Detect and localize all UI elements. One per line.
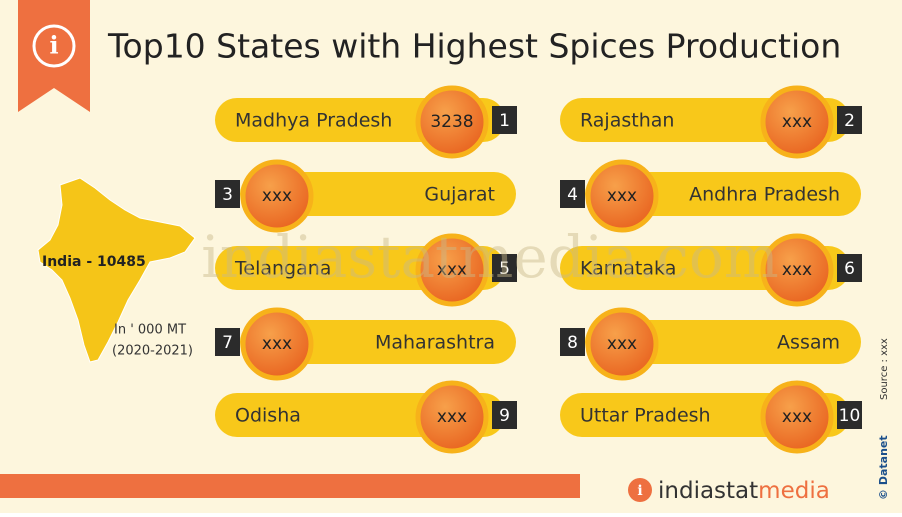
unit: In ' 000 MT	[114, 323, 186, 338]
value-ball	[415, 233, 489, 307]
state-value: 3238	[430, 112, 473, 132]
title: Top10 States with Highest Spices Product…	[107, 27, 841, 66]
india-total: India - 10485	[42, 254, 146, 270]
rank-box	[215, 328, 240, 356]
state-value: xxx	[437, 407, 467, 427]
state-value: xxx	[437, 260, 467, 280]
state-value: xxx	[607, 334, 637, 354]
state-value: xxx	[782, 260, 812, 280]
rank-box	[837, 106, 862, 134]
value-ball	[760, 85, 834, 159]
rank: 3	[222, 185, 233, 205]
brand-accent: media	[758, 478, 830, 504]
state-name: Gujarat	[424, 184, 495, 206]
state-name: Karnataka	[580, 258, 676, 280]
watermark: indiastatmedia.com	[201, 223, 779, 291]
rank-box	[560, 180, 585, 208]
rank: 5	[499, 259, 510, 279]
rank: 9	[499, 406, 510, 426]
rank: 2	[844, 111, 855, 131]
rank-box	[837, 401, 862, 429]
info-icon	[32, 24, 76, 68]
source: Source : xxx	[879, 338, 890, 400]
rank-box	[215, 180, 240, 208]
value-ball	[415, 85, 489, 159]
state-name: Odisha	[235, 405, 301, 427]
india-map	[37, 177, 196, 363]
state-name: Maharashtra	[375, 332, 495, 354]
rank-box	[492, 254, 517, 282]
footer-bar	[0, 474, 580, 498]
state-value: xxx	[262, 334, 292, 354]
state-name: Assam	[777, 332, 840, 354]
rank: 4	[567, 185, 578, 205]
value-ball	[585, 307, 659, 381]
period: (2020-2021)	[112, 344, 193, 359]
value-ball	[415, 380, 489, 454]
rank-box	[560, 328, 585, 356]
value-ball	[240, 159, 314, 233]
value-ball	[585, 159, 659, 233]
state-name: Rajasthan	[580, 110, 674, 132]
state-value: xxx	[782, 407, 812, 427]
rank: 10	[839, 406, 861, 426]
rank: 6	[844, 259, 855, 279]
rank-box	[492, 401, 517, 429]
footer-brand: indiastatmedia	[658, 478, 830, 504]
state-value: xxx	[262, 186, 292, 206]
value-ball	[760, 380, 834, 454]
value-ball	[240, 307, 314, 381]
state-name: Madhya Pradesh	[235, 110, 392, 132]
state-name: Uttar Pradesh	[580, 405, 711, 427]
value-ball	[760, 233, 834, 307]
rank: 7	[222, 333, 233, 353]
footer-logo-icon	[628, 478, 652, 502]
footer-logo-letter: i	[637, 483, 642, 499]
rank-box	[837, 254, 862, 282]
brand-main: indiastat	[658, 478, 758, 504]
state-name: Telangana	[234, 258, 331, 280]
rank: 8	[567, 333, 578, 353]
state-value: xxx	[607, 186, 637, 206]
info-icon-letter: i	[49, 31, 58, 60]
rank: 1	[499, 111, 510, 131]
state-name: Andhra Pradesh	[689, 184, 840, 206]
copyright: © Datanet	[877, 435, 890, 500]
ribbon	[18, 0, 90, 112]
state-value: xxx	[782, 112, 812, 132]
rank-box	[492, 106, 517, 134]
